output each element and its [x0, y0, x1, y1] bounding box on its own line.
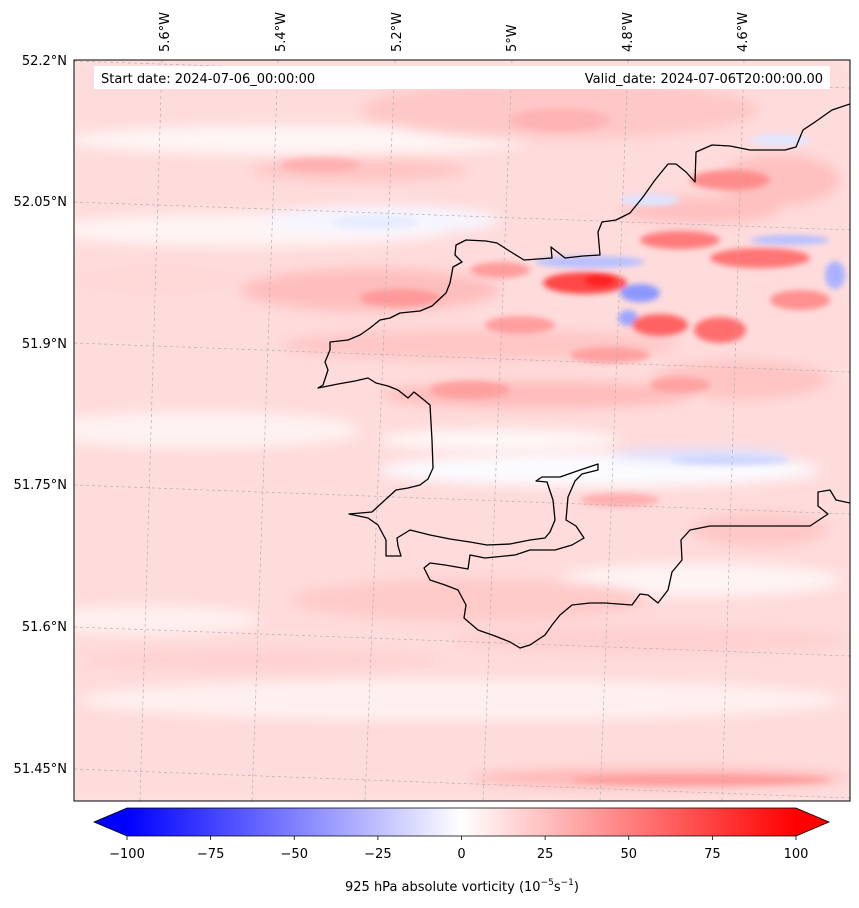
- lat-label-52-2n: 52.2°N: [22, 54, 67, 69]
- valid-date-label: Valid_date: 2024-07-06T20:00:00.00: [585, 72, 823, 87]
- lat-tick-labels: 52.2°N 52.05°N 51.9°N 51.75°N 51.6°N 51.…: [14, 54, 67, 777]
- colorbar-tick-label: 0: [457, 847, 465, 862]
- colorbar-tick-label: 75: [704, 847, 721, 862]
- lat-label-52-05n: 52.05°N: [14, 195, 67, 210]
- colorbar-tick-label: 50: [620, 847, 637, 862]
- colorbar-ticks: −100 −75 −50 −25 0 25 50 75 100: [109, 836, 808, 862]
- colorbar-tick-label: 100: [784, 847, 809, 862]
- start-date-label: Start date: 2024-07-06_00:00:00: [101, 72, 315, 87]
- colorbar-tick-label: −100: [109, 847, 145, 862]
- coastline: [317, 103, 850, 649]
- header-box: [94, 66, 830, 89]
- vorticity-field: [74, 60, 850, 801]
- colorbar: −100 −75 −50 −25 0 25 50 75 100 925 hPa absolute…: [92, 807, 831, 895]
- colorbar-min-extend: [94, 808, 127, 836]
- lon-label-5-2w: 5.2°W: [390, 12, 405, 52]
- lat-label-51-45n: 51.45°N: [14, 762, 67, 777]
- lon-tick-labels: 5.6°W 5.4°W 5.2°W 5°W 4.8°W 4.6°W: [158, 12, 751, 52]
- lon-label-5-6w: 5.6°W: [158, 12, 173, 52]
- lat-label-51-75n: 51.75°N: [14, 478, 67, 493]
- vorticity-extremes: [280, 108, 845, 785]
- lon-label-5-4w: 5.4°W: [274, 12, 289, 52]
- graticule: [74, 60, 850, 801]
- lat-label-51-9n: 51.9°N: [22, 337, 67, 352]
- colorbar-title: 925 hPa absolute vorticity (10−5s−1): [345, 878, 579, 895]
- lat-label-51-6n: 51.6°N: [22, 620, 67, 635]
- lon-label-5w: 5°W: [505, 24, 520, 52]
- map-frame: [73, 59, 851, 802]
- colorbar-gradient: [127, 808, 796, 836]
- colorbar-tick-label: 25: [537, 847, 554, 862]
- colorbar-tick-label: −50: [281, 847, 308, 862]
- colorbar-tick-label: −75: [197, 847, 224, 862]
- colorbar-max-extend: [796, 808, 829, 836]
- lon-label-4-6w: 4.6°W: [736, 12, 751, 52]
- lon-label-4-8w: 4.8°W: [621, 12, 636, 52]
- colorbar-tick-label: −25: [364, 847, 391, 862]
